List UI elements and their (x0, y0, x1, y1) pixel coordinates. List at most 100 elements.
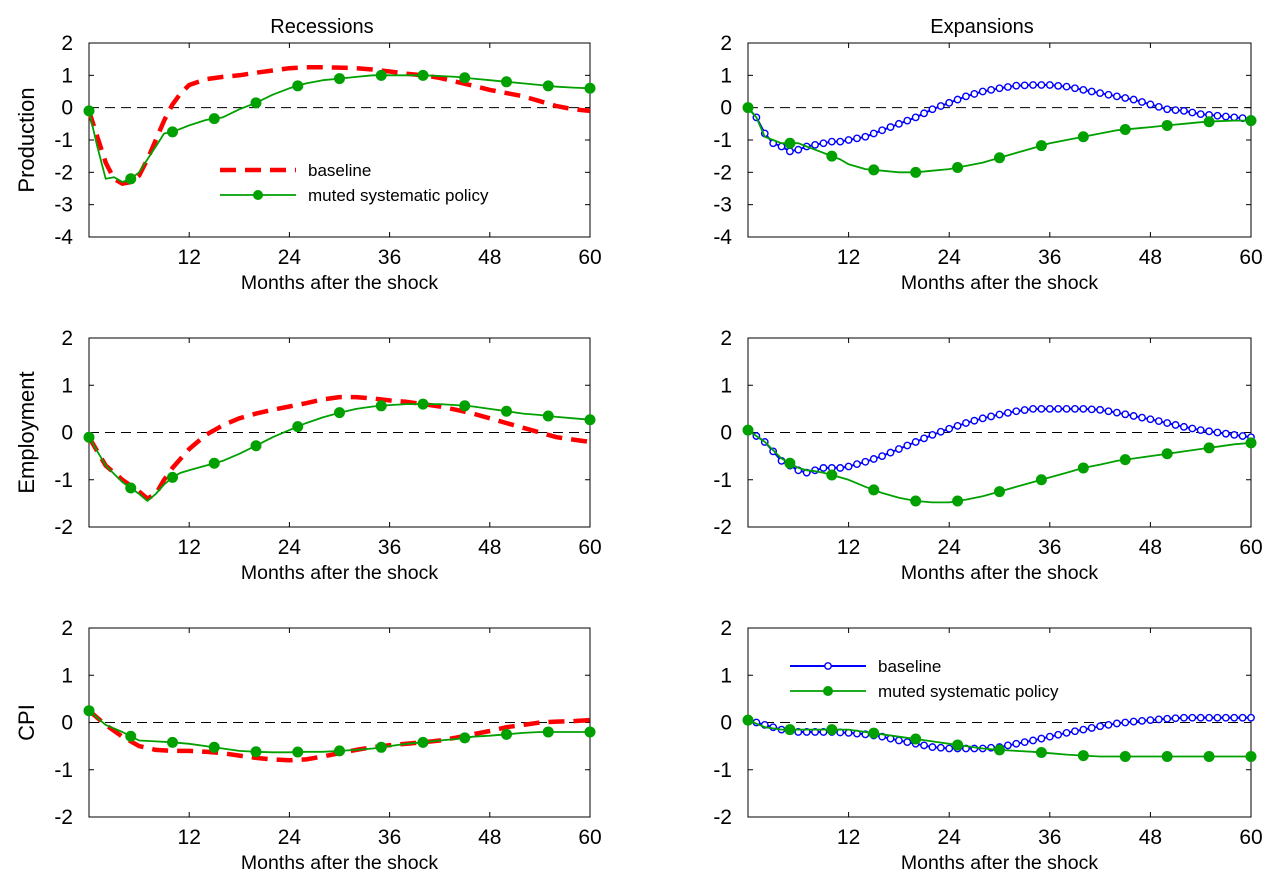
series-muted-point (459, 732, 471, 744)
series-baseline-point (1154, 715, 1163, 724)
series-baseline-point (928, 743, 937, 751)
series-muted-point (952, 739, 964, 751)
series-baseline-point (1054, 404, 1063, 413)
series-muted-point (208, 457, 220, 469)
x-tick-label: 36 (1038, 536, 1061, 559)
series-baseline-point (1012, 739, 1021, 748)
series-muted-point (334, 407, 345, 419)
series-muted-point (742, 714, 754, 726)
y-tick-label: 1 (720, 374, 732, 397)
series-muted-point (1245, 115, 1257, 127)
series-baseline-point (1037, 404, 1046, 413)
series-baseline-point (987, 412, 996, 421)
series-baseline-point (970, 416, 979, 425)
series-muted-point (1161, 448, 1173, 460)
series-baseline-point (1221, 713, 1230, 722)
series-muted-point (375, 741, 387, 753)
series-muted-line (88, 74, 591, 183)
series-baseline-point (1163, 714, 1172, 723)
series-baseline-point (895, 119, 903, 128)
y-tick-label: 1 (61, 374, 73, 397)
x-axis-label: Months after the shock (901, 562, 1099, 584)
series-baseline-point (1087, 724, 1096, 732)
legend-muted-marker (823, 686, 833, 696)
series-baseline-point (1112, 92, 1121, 101)
series-muted-point (1161, 119, 1173, 131)
series-muted-point (868, 164, 880, 176)
series-baseline-point (1045, 732, 1054, 741)
series-baseline-point (978, 414, 987, 423)
series-baseline-point (1104, 90, 1113, 99)
legend-muted-marker (253, 190, 263, 200)
y-tick-label: -2 (54, 161, 73, 184)
series-muted-point (125, 173, 137, 185)
series-muted-point (1245, 437, 1257, 449)
series-baseline-point (936, 102, 945, 110)
axes-box (747, 337, 1252, 528)
series-baseline-point (1196, 713, 1205, 722)
series-muted-point (501, 405, 512, 417)
series-muted-point (375, 400, 387, 412)
series-baseline-point (995, 84, 1004, 93)
series-baseline-point (1247, 713, 1255, 722)
series-baseline-point (1138, 716, 1146, 725)
series-muted-point (868, 727, 880, 739)
series-baseline-point (1054, 81, 1063, 90)
legend-muted-label: muted systematic policy (308, 186, 489, 205)
series-baseline-line (87, 394, 591, 501)
series-muted-point (994, 152, 1005, 164)
series-baseline-point (1238, 432, 1247, 440)
series-muted-point (417, 736, 429, 748)
series-muted-point (542, 410, 554, 422)
series-baseline-point (895, 736, 903, 745)
series-baseline-point (1171, 106, 1180, 114)
series-muted-point (167, 736, 178, 748)
x-axis-label: Months after the shock (241, 562, 439, 584)
x-tick-label: 12 (837, 536, 860, 559)
legend: baseline muted systematic policy (220, 161, 489, 205)
series-baseline-point (1104, 407, 1113, 416)
series-baseline-point (886, 123, 895, 131)
y-tick-label: -1 (713, 469, 732, 492)
series-muted-point (994, 486, 1005, 498)
series-baseline-point (819, 139, 828, 148)
series-baseline-point (953, 421, 962, 430)
series-muted-point (250, 440, 262, 452)
series-muted-point (334, 745, 345, 757)
series-muted-point (826, 724, 838, 736)
series-muted-point (125, 482, 137, 494)
series-baseline-point (903, 738, 912, 747)
y-tick-label: 2 (61, 327, 73, 350)
x-tick-label: 48 (1139, 826, 1162, 849)
series-baseline-point (1138, 98, 1146, 106)
series-muted-point (784, 457, 796, 469)
series-baseline-point (1062, 404, 1071, 413)
x-tick-label: 12 (837, 246, 860, 269)
series-baseline-point (903, 116, 912, 125)
y-tick-label: -1 (54, 469, 73, 492)
series-baseline-point (1045, 404, 1054, 413)
series-baseline-point (1163, 105, 1172, 114)
legend-baseline-label: baseline (878, 657, 941, 676)
series-muted-line (747, 107, 1251, 174)
series-muted-point (83, 431, 95, 443)
series-baseline-point (1154, 417, 1163, 426)
y-tick-label: 2 (720, 617, 732, 640)
series-baseline-point (827, 137, 836, 146)
series-baseline-point (945, 424, 954, 433)
series-baseline-point (878, 452, 887, 461)
series-baseline-point (945, 744, 954, 753)
series-baseline-point (1104, 720, 1113, 729)
series-baseline-point (1213, 111, 1222, 120)
series-baseline-point (987, 85, 996, 94)
series-muted-point (542, 80, 554, 92)
series-muted-point (868, 484, 880, 496)
x-tick-label: 48 (478, 246, 501, 269)
legend: baseline muted systematic policy (790, 657, 1059, 701)
y-tick-label: -4 (54, 226, 73, 249)
series-muted-point (292, 746, 304, 758)
series-baseline-point (1188, 424, 1197, 433)
series-muted-point (910, 166, 922, 178)
